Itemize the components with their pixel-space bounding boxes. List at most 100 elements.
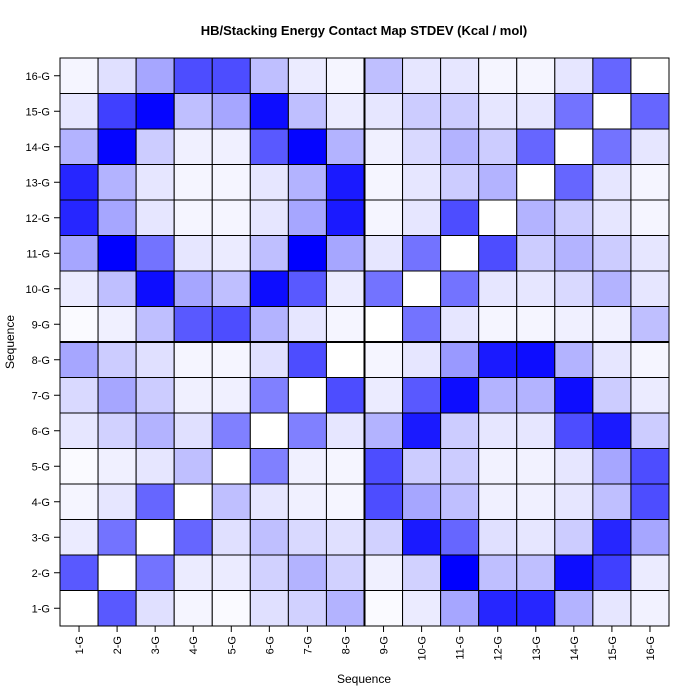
heatmap-cell xyxy=(364,128,404,165)
heatmap-cell xyxy=(630,377,670,414)
y-tick-label: 10-G xyxy=(26,284,50,296)
heatmap-cell xyxy=(402,199,442,236)
heatmap-cell xyxy=(440,164,480,201)
y-tick-label: 14-G xyxy=(26,142,50,154)
heatmap-cell xyxy=(249,412,289,449)
heatmap-cell xyxy=(249,519,289,556)
heatmap-cell xyxy=(554,57,594,94)
heatmap-cell xyxy=(287,306,327,343)
heatmap-cell xyxy=(325,164,365,201)
heatmap-cell xyxy=(249,128,289,165)
heatmap-cell xyxy=(173,448,213,485)
heatmap-cell xyxy=(592,270,632,307)
heatmap-cell xyxy=(173,519,213,556)
heatmap-cell xyxy=(592,128,632,165)
heatmap-cell xyxy=(97,412,137,449)
heatmap-cell xyxy=(59,164,99,201)
heatmap-cell xyxy=(249,377,289,414)
heatmap-cell xyxy=(249,164,289,201)
heatmap-cell xyxy=(364,199,404,236)
heatmap-cell xyxy=(211,235,251,272)
heatmap-cell xyxy=(402,448,442,485)
heatmap-cell xyxy=(630,412,670,449)
heatmap-cell xyxy=(211,483,251,520)
plot-border xyxy=(59,57,670,627)
heatmap-cell xyxy=(97,57,137,94)
heatmap-cell xyxy=(173,128,213,165)
heatmap-cell xyxy=(478,235,518,272)
heatmap-cell xyxy=(287,554,327,591)
x-axis-ticks: 1-G 2-G 3-G 4-G 5-G 6-G 7-G 8-G 9-G 10-G 11-G 12-G 1… xyxy=(74,626,657,660)
heatmap-cell xyxy=(516,93,556,130)
heatmap-cell xyxy=(173,590,213,627)
heatmap-cell xyxy=(287,93,327,130)
heatmap-cell xyxy=(592,199,632,236)
heatmap-cell xyxy=(135,590,175,627)
heatmap-cell xyxy=(516,128,556,165)
heatmap-cell xyxy=(516,164,556,201)
heatmap-cell xyxy=(287,164,327,201)
heatmap-cell xyxy=(364,519,404,556)
heatmap-cell xyxy=(478,93,518,130)
heatmap-cell xyxy=(59,93,99,130)
heatmap-cell xyxy=(554,590,594,627)
heatmap-cell xyxy=(364,164,404,201)
x-tick-label: 7-G xyxy=(302,636,314,654)
heatmap-cell xyxy=(287,341,327,378)
y-tick-label: 3-G xyxy=(32,532,50,544)
heatmap-cell xyxy=(516,270,556,307)
heatmap-cell xyxy=(59,519,99,556)
heatmap-cell xyxy=(516,306,556,343)
heatmap-cell xyxy=(249,235,289,272)
x-tick-label: 5-G xyxy=(226,636,238,654)
heatmap-cell xyxy=(97,377,137,414)
heatmap-cell xyxy=(325,412,365,449)
heatmap-cell xyxy=(135,128,175,165)
heatmap-cell xyxy=(135,341,175,378)
heatmap-cell xyxy=(630,128,670,165)
heatmap-cell xyxy=(287,448,327,485)
y-tick-label: 7-G xyxy=(32,390,50,402)
heatmap-cell xyxy=(287,377,327,414)
heatmap-cell xyxy=(97,448,137,485)
x-tick-label: 10-G xyxy=(417,636,429,660)
heatmap-cell xyxy=(173,554,213,591)
heatmap-cell xyxy=(440,412,480,449)
heatmap-cell xyxy=(364,554,404,591)
heatmap-cell xyxy=(478,377,518,414)
x-tick-label: 16-G xyxy=(645,636,657,660)
heatmap-cell xyxy=(630,483,670,520)
heatmap-cell xyxy=(554,164,594,201)
x-tick-label: 13-G xyxy=(531,636,543,660)
heatmap-cell xyxy=(211,412,251,449)
heatmap-cell xyxy=(287,483,327,520)
heatmap-cell xyxy=(516,554,556,591)
heatmap-cell xyxy=(173,164,213,201)
heatmap-cell xyxy=(516,519,556,556)
heatmap-cell xyxy=(59,377,99,414)
heatmap-cell xyxy=(249,341,289,378)
heatmap-cell xyxy=(440,93,480,130)
heatmap-cell xyxy=(554,128,594,165)
heatmap-cell xyxy=(325,57,365,94)
heatmap-cell xyxy=(211,341,251,378)
heatmap-cell xyxy=(516,412,556,449)
y-tick-label: 12-G xyxy=(26,213,50,225)
heatmap-cell xyxy=(554,483,594,520)
heatmap-cell xyxy=(630,519,670,556)
heatmap-cell xyxy=(440,590,480,627)
heatmap-cell xyxy=(59,554,99,591)
heatmap-cell xyxy=(97,93,137,130)
heatmap-cell xyxy=(325,483,365,520)
heatmap-cell xyxy=(135,93,175,130)
y-tick-label: 16-G xyxy=(26,71,50,83)
heatmap-cell xyxy=(97,519,137,556)
heatmap-cell xyxy=(59,306,99,343)
heatmap-cell xyxy=(325,377,365,414)
heatmap-cell xyxy=(554,270,594,307)
heatmap-cell xyxy=(173,235,213,272)
heatmap-cell xyxy=(59,57,99,94)
heatmap-cell xyxy=(516,483,556,520)
heatmap-cell xyxy=(478,554,518,591)
heatmap-cell xyxy=(364,341,404,378)
